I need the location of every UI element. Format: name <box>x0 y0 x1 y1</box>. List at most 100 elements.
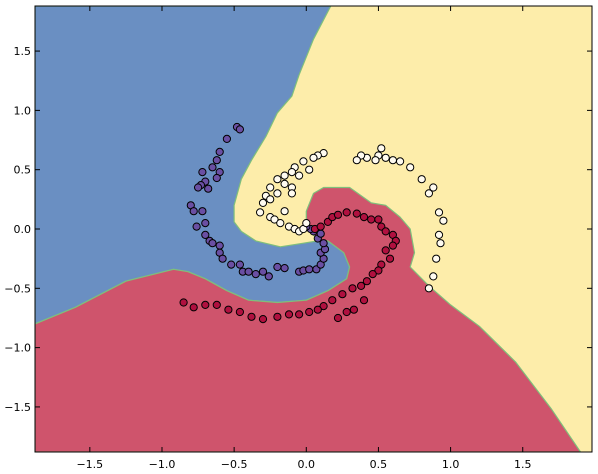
point-red <box>316 222 325 231</box>
point-white <box>256 208 265 217</box>
region-red <box>35 186 582 452</box>
x-axis-ticks: −1.5 −1.0 −0.5 0.0 0.5 1.0 1.5 <box>76 6 531 471</box>
point-red <box>338 290 347 299</box>
y-tick-label: 0.0 <box>14 223 32 236</box>
y-tick-label: 0.5 <box>14 164 32 177</box>
point-red <box>319 302 328 311</box>
point-red <box>305 307 314 317</box>
point-white <box>429 272 438 281</box>
point-red <box>381 246 390 255</box>
point-red <box>357 281 366 290</box>
point-white <box>273 189 282 198</box>
point-white <box>406 163 415 172</box>
point-white <box>266 195 275 204</box>
point-white <box>295 171 304 180</box>
point-white <box>381 153 390 162</box>
point-white <box>388 156 397 165</box>
point-red <box>201 300 210 309</box>
point-red <box>362 277 371 286</box>
point-purple <box>198 168 207 177</box>
point-white <box>309 153 318 162</box>
point-white <box>417 175 426 184</box>
point-red <box>368 270 377 279</box>
point-purple <box>273 262 282 272</box>
point-purple <box>235 260 244 269</box>
point-purple <box>201 219 210 228</box>
point-white <box>424 189 433 198</box>
point-white <box>280 179 289 188</box>
point-purple <box>218 254 227 263</box>
point-white <box>302 219 311 228</box>
point-white <box>439 216 448 225</box>
x-tick-label: 1.0 <box>442 458 460 471</box>
point-white <box>273 175 282 184</box>
y-tick-label: 1.5 <box>14 45 32 58</box>
point-red <box>179 298 188 307</box>
point-red <box>313 305 322 314</box>
point-purple <box>212 156 221 165</box>
point-purple <box>258 267 268 276</box>
point-white <box>434 208 444 217</box>
point-purple <box>264 272 273 281</box>
point-purple <box>194 183 203 192</box>
point-purple <box>222 134 231 143</box>
decision-regions <box>35 6 592 452</box>
point-white <box>299 157 308 166</box>
y-tick-label: 1.0 <box>14 104 32 117</box>
point-red <box>235 307 244 317</box>
point-purple <box>244 267 253 276</box>
point-white <box>280 207 289 216</box>
point-purple <box>235 125 244 134</box>
point-purple <box>251 270 260 279</box>
point-white <box>287 168 296 177</box>
point-red <box>224 305 233 314</box>
x-tick-label: −1.5 <box>76 458 103 471</box>
x-tick-label: 0.0 <box>298 458 316 471</box>
y-tick-label: −0.5 <box>4 282 31 295</box>
point-red <box>342 208 351 217</box>
point-red <box>385 254 395 263</box>
point-red <box>189 303 198 312</box>
point-white <box>305 165 314 174</box>
point-purple <box>280 264 289 273</box>
point-red <box>374 215 383 224</box>
x-tick-label: −0.5 <box>221 458 248 471</box>
point-red <box>367 215 376 224</box>
point-white <box>429 183 438 192</box>
point-purple <box>208 163 217 172</box>
x-tick-label: −1.0 <box>149 458 176 471</box>
point-white <box>280 171 289 180</box>
point-white <box>352 156 361 165</box>
y-axis-ticks: 1.5 1.0 0.5 0.0 −0.5 −1.0 −1.5 <box>4 45 592 414</box>
point-white <box>258 198 268 207</box>
point-red <box>284 310 294 319</box>
x-tick-label: 0.5 <box>370 458 388 471</box>
point-purple <box>201 230 210 239</box>
point-white <box>424 284 433 293</box>
plot-area <box>35 6 592 452</box>
point-purple <box>189 207 198 216</box>
point-red <box>348 284 357 293</box>
point-red <box>333 313 343 323</box>
point-red <box>381 227 390 236</box>
x-tick-label: 1.5 <box>514 458 532 471</box>
point-red <box>212 300 221 309</box>
point-purple <box>212 173 221 183</box>
point-purple <box>192 222 201 231</box>
point-red <box>349 305 358 314</box>
point-white <box>371 156 380 165</box>
point-red <box>333 210 343 219</box>
point-white <box>396 157 405 166</box>
point-red <box>295 310 304 319</box>
point-red <box>258 315 268 324</box>
data-points <box>179 122 448 324</box>
point-purple <box>319 239 328 248</box>
point-purple <box>227 260 236 269</box>
point-red <box>352 209 361 218</box>
point-purple <box>198 207 207 216</box>
point-red <box>359 296 369 305</box>
point-purple <box>204 184 213 193</box>
point-red <box>247 312 256 321</box>
point-red <box>374 266 383 275</box>
